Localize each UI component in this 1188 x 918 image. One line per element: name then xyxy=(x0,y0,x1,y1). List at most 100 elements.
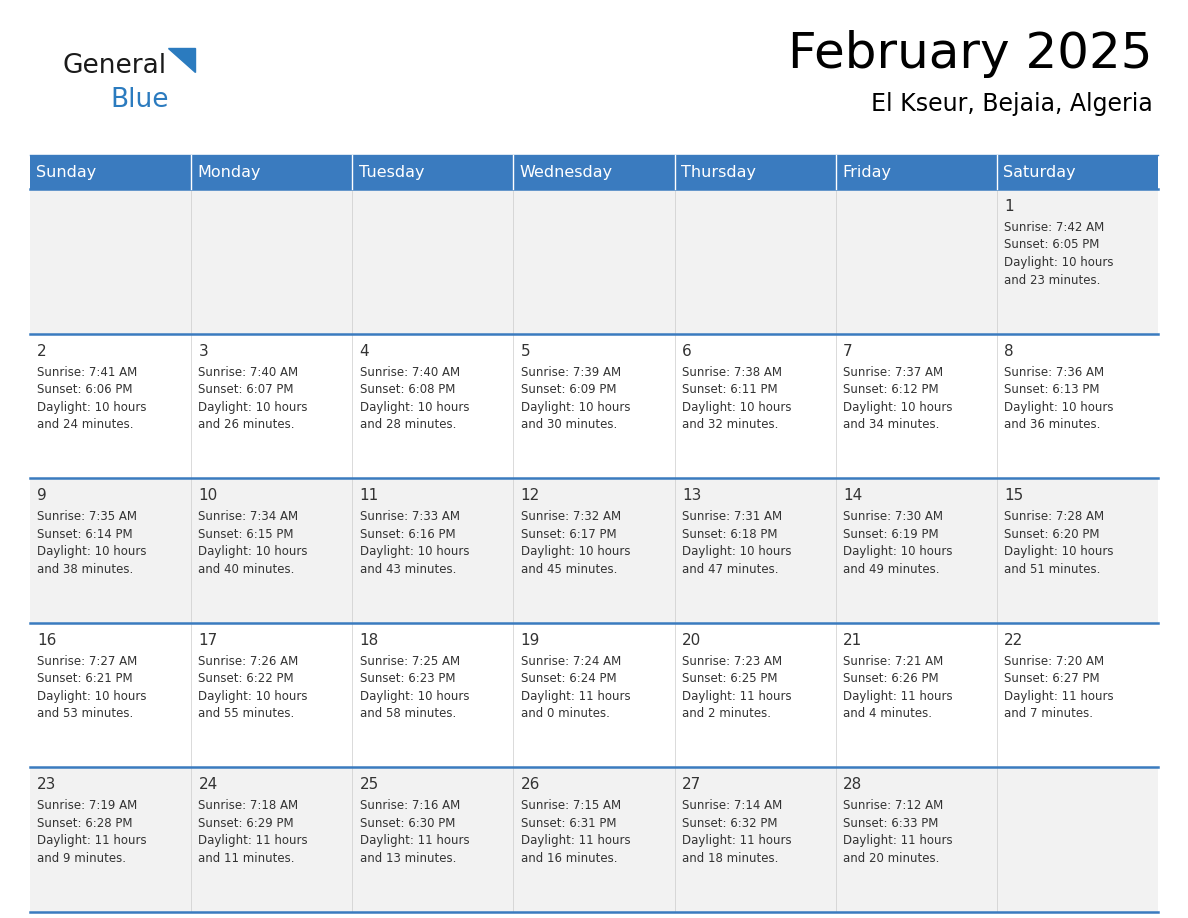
FancyBboxPatch shape xyxy=(30,333,1158,478)
Text: Sunrise: 7:28 AM: Sunrise: 7:28 AM xyxy=(1004,510,1104,523)
Text: Sunrise: 7:15 AM: Sunrise: 7:15 AM xyxy=(520,800,621,812)
Text: Daylight: 11 hours: Daylight: 11 hours xyxy=(198,834,308,847)
Text: and 23 minutes.: and 23 minutes. xyxy=(1004,274,1100,286)
Text: Sunset: 6:31 PM: Sunset: 6:31 PM xyxy=(520,817,617,830)
Text: Sunset: 6:25 PM: Sunset: 6:25 PM xyxy=(682,672,777,686)
Text: Sunrise: 7:42 AM: Sunrise: 7:42 AM xyxy=(1004,221,1105,234)
Text: Sunrise: 7:38 AM: Sunrise: 7:38 AM xyxy=(682,365,782,378)
Text: Sunrise: 7:41 AM: Sunrise: 7:41 AM xyxy=(37,365,138,378)
Text: Daylight: 10 hours: Daylight: 10 hours xyxy=(198,400,308,414)
Text: Daylight: 11 hours: Daylight: 11 hours xyxy=(520,834,631,847)
Text: Daylight: 10 hours: Daylight: 10 hours xyxy=(682,545,791,558)
Text: 18: 18 xyxy=(360,633,379,648)
FancyBboxPatch shape xyxy=(30,622,1158,767)
Text: and 20 minutes.: and 20 minutes. xyxy=(843,852,940,865)
Text: Sunrise: 7:36 AM: Sunrise: 7:36 AM xyxy=(1004,365,1104,378)
Text: and 4 minutes.: and 4 minutes. xyxy=(843,707,931,721)
Text: Sunset: 6:21 PM: Sunset: 6:21 PM xyxy=(37,672,133,686)
Text: and 49 minutes.: and 49 minutes. xyxy=(843,563,940,576)
Text: Daylight: 11 hours: Daylight: 11 hours xyxy=(682,689,791,703)
Text: February 2025: February 2025 xyxy=(789,30,1154,78)
Text: 17: 17 xyxy=(198,633,217,648)
Text: Sunset: 6:22 PM: Sunset: 6:22 PM xyxy=(198,672,293,686)
Text: 2: 2 xyxy=(37,343,46,359)
Text: Daylight: 10 hours: Daylight: 10 hours xyxy=(37,545,147,558)
Text: and 32 minutes.: and 32 minutes. xyxy=(682,418,778,431)
Text: Sunset: 6:17 PM: Sunset: 6:17 PM xyxy=(520,528,617,541)
Text: and 30 minutes.: and 30 minutes. xyxy=(520,418,617,431)
Text: Sunset: 6:05 PM: Sunset: 6:05 PM xyxy=(1004,239,1099,252)
Text: Sunrise: 7:40 AM: Sunrise: 7:40 AM xyxy=(198,365,298,378)
Text: and 43 minutes.: and 43 minutes. xyxy=(360,563,456,576)
FancyBboxPatch shape xyxy=(997,155,1158,189)
Text: and 9 minutes.: and 9 minutes. xyxy=(37,852,126,865)
Text: Sunrise: 7:26 AM: Sunrise: 7:26 AM xyxy=(198,655,298,667)
Text: Sunrise: 7:27 AM: Sunrise: 7:27 AM xyxy=(37,655,138,667)
Text: 12: 12 xyxy=(520,488,539,503)
Text: Sunrise: 7:21 AM: Sunrise: 7:21 AM xyxy=(843,655,943,667)
Text: Sunset: 6:06 PM: Sunset: 6:06 PM xyxy=(37,383,133,396)
Text: Sunset: 6:33 PM: Sunset: 6:33 PM xyxy=(843,817,939,830)
Text: 13: 13 xyxy=(682,488,701,503)
Text: Sunset: 6:08 PM: Sunset: 6:08 PM xyxy=(360,383,455,396)
Text: Daylight: 10 hours: Daylight: 10 hours xyxy=(198,689,308,703)
Text: Sunset: 6:12 PM: Sunset: 6:12 PM xyxy=(843,383,939,396)
Text: and 34 minutes.: and 34 minutes. xyxy=(843,418,940,431)
Text: 5: 5 xyxy=(520,343,530,359)
Text: Daylight: 10 hours: Daylight: 10 hours xyxy=(682,400,791,414)
Text: Sunset: 6:07 PM: Sunset: 6:07 PM xyxy=(198,383,293,396)
Text: and 38 minutes.: and 38 minutes. xyxy=(37,563,133,576)
Text: and 11 minutes.: and 11 minutes. xyxy=(198,852,295,865)
Text: 1: 1 xyxy=(1004,199,1013,214)
Text: Daylight: 10 hours: Daylight: 10 hours xyxy=(520,545,630,558)
Text: Sunrise: 7:39 AM: Sunrise: 7:39 AM xyxy=(520,365,621,378)
Text: and 53 minutes.: and 53 minutes. xyxy=(37,707,133,721)
Text: 9: 9 xyxy=(37,488,48,503)
Text: Sunrise: 7:16 AM: Sunrise: 7:16 AM xyxy=(360,800,460,812)
Text: Daylight: 10 hours: Daylight: 10 hours xyxy=(37,689,147,703)
Text: Daylight: 10 hours: Daylight: 10 hours xyxy=(360,545,469,558)
Text: Sunrise: 7:12 AM: Sunrise: 7:12 AM xyxy=(843,800,943,812)
Text: Sunrise: 7:20 AM: Sunrise: 7:20 AM xyxy=(1004,655,1104,667)
Text: Sunrise: 7:35 AM: Sunrise: 7:35 AM xyxy=(37,510,138,523)
FancyBboxPatch shape xyxy=(513,155,675,189)
Text: Sunset: 6:09 PM: Sunset: 6:09 PM xyxy=(520,383,617,396)
Text: 27: 27 xyxy=(682,778,701,792)
Text: Saturday: Saturday xyxy=(1004,164,1076,180)
Text: Daylight: 10 hours: Daylight: 10 hours xyxy=(520,400,630,414)
Text: and 58 minutes.: and 58 minutes. xyxy=(360,707,456,721)
Text: 23: 23 xyxy=(37,778,57,792)
Text: 28: 28 xyxy=(843,778,862,792)
Text: 7: 7 xyxy=(843,343,853,359)
Text: and 47 minutes.: and 47 minutes. xyxy=(682,563,778,576)
Text: Sunrise: 7:30 AM: Sunrise: 7:30 AM xyxy=(843,510,943,523)
Text: Sunday: Sunday xyxy=(37,164,96,180)
Text: Sunset: 6:24 PM: Sunset: 6:24 PM xyxy=(520,672,617,686)
Text: Sunset: 6:30 PM: Sunset: 6:30 PM xyxy=(360,817,455,830)
Text: Sunrise: 7:25 AM: Sunrise: 7:25 AM xyxy=(360,655,460,667)
Text: 21: 21 xyxy=(843,633,862,648)
Text: and 18 minutes.: and 18 minutes. xyxy=(682,852,778,865)
Text: Sunset: 6:15 PM: Sunset: 6:15 PM xyxy=(198,528,293,541)
Text: Sunrise: 7:32 AM: Sunrise: 7:32 AM xyxy=(520,510,621,523)
Text: 10: 10 xyxy=(198,488,217,503)
FancyBboxPatch shape xyxy=(30,189,1158,333)
Text: 22: 22 xyxy=(1004,633,1023,648)
Text: Daylight: 10 hours: Daylight: 10 hours xyxy=(1004,400,1113,414)
Text: and 26 minutes.: and 26 minutes. xyxy=(198,418,295,431)
Text: Sunrise: 7:18 AM: Sunrise: 7:18 AM xyxy=(198,800,298,812)
Text: Daylight: 11 hours: Daylight: 11 hours xyxy=(1004,689,1113,703)
Text: Sunset: 6:23 PM: Sunset: 6:23 PM xyxy=(360,672,455,686)
Text: Sunset: 6:26 PM: Sunset: 6:26 PM xyxy=(843,672,939,686)
Text: Daylight: 10 hours: Daylight: 10 hours xyxy=(360,689,469,703)
Text: Sunrise: 7:24 AM: Sunrise: 7:24 AM xyxy=(520,655,621,667)
Text: Sunrise: 7:40 AM: Sunrise: 7:40 AM xyxy=(360,365,460,378)
Text: Sunrise: 7:33 AM: Sunrise: 7:33 AM xyxy=(360,510,460,523)
Text: 20: 20 xyxy=(682,633,701,648)
Text: Sunset: 6:11 PM: Sunset: 6:11 PM xyxy=(682,383,777,396)
Text: El Kseur, Bejaia, Algeria: El Kseur, Bejaia, Algeria xyxy=(871,92,1154,116)
Text: and 45 minutes.: and 45 minutes. xyxy=(520,563,617,576)
Text: Sunrise: 7:37 AM: Sunrise: 7:37 AM xyxy=(843,365,943,378)
Text: Sunrise: 7:14 AM: Sunrise: 7:14 AM xyxy=(682,800,782,812)
Text: and 40 minutes.: and 40 minutes. xyxy=(198,563,295,576)
